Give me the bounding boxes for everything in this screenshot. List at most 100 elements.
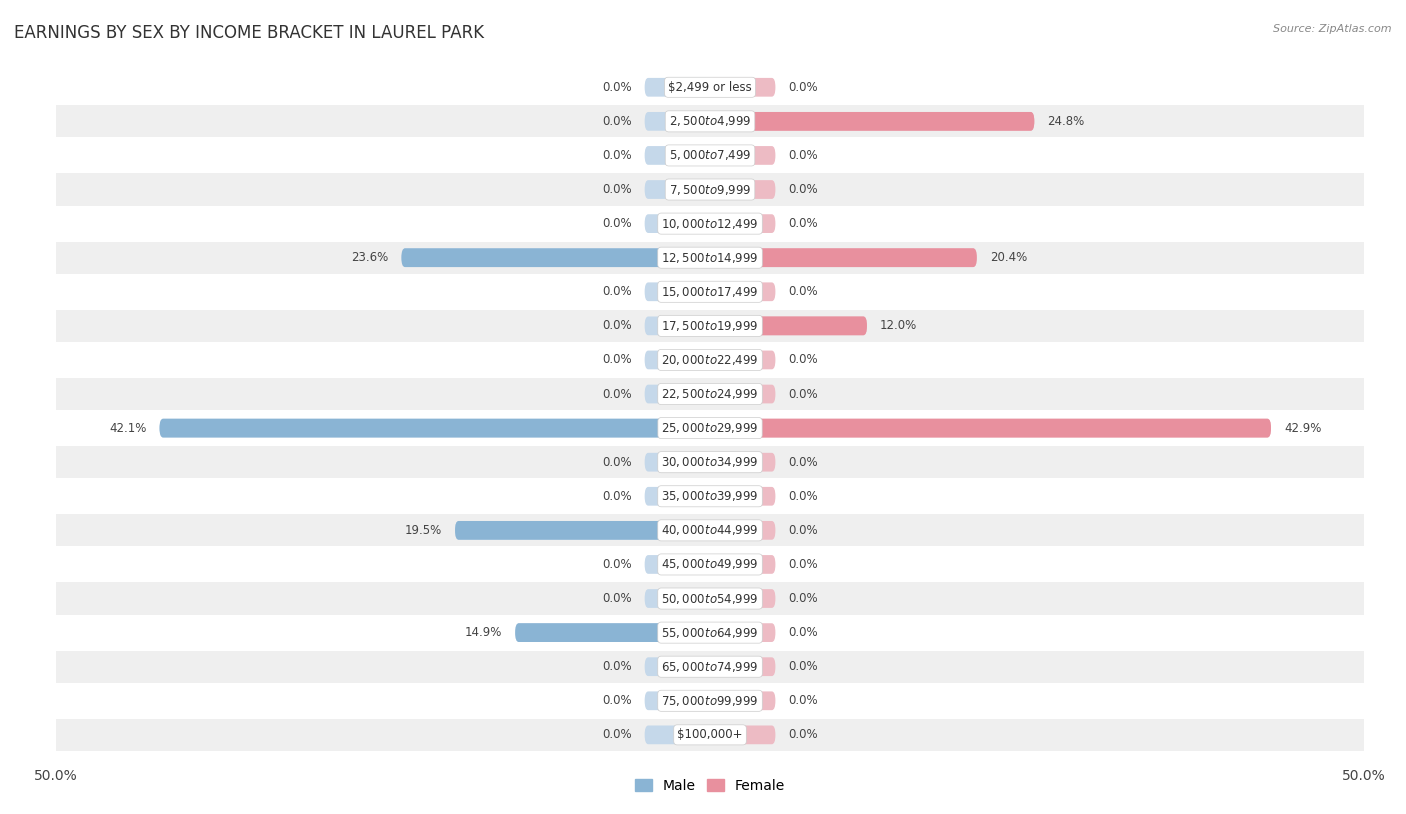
Text: 0.0%: 0.0% [789,217,818,230]
FancyBboxPatch shape [710,317,868,335]
FancyBboxPatch shape [644,317,710,335]
Text: 0.0%: 0.0% [789,81,818,94]
Text: 0.0%: 0.0% [789,660,818,673]
Text: $35,000 to $39,999: $35,000 to $39,999 [661,489,759,503]
Text: $15,000 to $17,499: $15,000 to $17,499 [661,285,759,299]
Text: 0.0%: 0.0% [602,183,631,196]
Text: 0.0%: 0.0% [789,387,818,400]
FancyBboxPatch shape [710,317,868,335]
FancyBboxPatch shape [710,418,1271,437]
Bar [56,104,1364,138]
Text: 0.0%: 0.0% [602,660,631,673]
Text: 0.0%: 0.0% [602,387,631,400]
FancyBboxPatch shape [710,691,776,710]
Text: 12.0%: 12.0% [880,319,917,332]
Text: EARNINGS BY SEX BY INCOME BRACKET IN LAUREL PARK: EARNINGS BY SEX BY INCOME BRACKET IN LAU… [14,24,484,42]
Bar [56,615,1364,650]
Text: $75,000 to $99,999: $75,000 to $99,999 [661,694,759,708]
FancyBboxPatch shape [710,248,977,267]
FancyBboxPatch shape [710,555,776,574]
Bar [56,581,1364,615]
FancyBboxPatch shape [515,624,710,642]
Text: $5,000 to $7,499: $5,000 to $7,499 [669,148,751,163]
FancyBboxPatch shape [644,725,710,744]
Text: 19.5%: 19.5% [405,524,441,537]
FancyBboxPatch shape [710,418,1271,437]
Text: 0.0%: 0.0% [789,183,818,196]
Text: $55,000 to $64,999: $55,000 to $64,999 [661,626,759,640]
Text: 0.0%: 0.0% [602,149,631,162]
Text: 14.9%: 14.9% [465,626,502,639]
FancyBboxPatch shape [644,351,710,370]
Text: $40,000 to $44,999: $40,000 to $44,999 [661,523,759,537]
FancyBboxPatch shape [710,112,1035,131]
Text: 0.0%: 0.0% [602,353,631,366]
FancyBboxPatch shape [710,658,776,676]
Text: 23.6%: 23.6% [352,252,388,265]
Bar [56,138,1364,173]
FancyBboxPatch shape [402,248,710,267]
FancyBboxPatch shape [644,112,710,131]
Bar [56,547,1364,581]
FancyBboxPatch shape [644,487,710,505]
FancyBboxPatch shape [710,487,776,505]
Text: 20.4%: 20.4% [990,252,1028,265]
Bar [56,445,1364,479]
Text: $2,500 to $4,999: $2,500 to $4,999 [669,114,751,129]
FancyBboxPatch shape [710,248,977,267]
Text: 0.0%: 0.0% [602,81,631,94]
FancyBboxPatch shape [710,385,776,404]
Bar [56,275,1364,309]
Text: $65,000 to $74,999: $65,000 to $74,999 [661,659,759,674]
Text: 0.0%: 0.0% [602,490,631,503]
Text: $20,000 to $22,499: $20,000 to $22,499 [661,353,759,367]
Bar [56,70,1364,104]
Text: 0.0%: 0.0% [602,456,631,469]
FancyBboxPatch shape [456,521,710,540]
FancyBboxPatch shape [644,385,710,404]
Bar [56,411,1364,445]
FancyBboxPatch shape [710,78,776,97]
Text: $22,500 to $24,999: $22,500 to $24,999 [661,387,759,401]
Text: 0.0%: 0.0% [789,626,818,639]
FancyBboxPatch shape [159,418,710,437]
Bar [56,514,1364,547]
FancyBboxPatch shape [710,146,776,164]
Text: 0.0%: 0.0% [602,115,631,128]
FancyBboxPatch shape [710,521,776,540]
Text: $30,000 to $34,999: $30,000 to $34,999 [661,455,759,469]
FancyBboxPatch shape [710,351,776,370]
Text: 42.1%: 42.1% [110,422,146,435]
Text: $25,000 to $29,999: $25,000 to $29,999 [661,421,759,435]
Text: 0.0%: 0.0% [789,729,818,742]
Text: 42.9%: 42.9% [1284,422,1322,435]
FancyBboxPatch shape [710,214,776,233]
Text: $100,000+: $100,000+ [678,729,742,742]
FancyBboxPatch shape [710,725,776,744]
FancyBboxPatch shape [456,521,710,540]
Bar [56,479,1364,514]
Text: $7,500 to $9,999: $7,500 to $9,999 [669,182,751,196]
FancyBboxPatch shape [159,418,710,437]
Text: 0.0%: 0.0% [602,558,631,571]
Text: 0.0%: 0.0% [602,217,631,230]
Text: 0.0%: 0.0% [789,490,818,503]
Text: $45,000 to $49,999: $45,000 to $49,999 [661,558,759,571]
FancyBboxPatch shape [710,453,776,471]
Bar [56,241,1364,275]
Bar [56,377,1364,411]
FancyBboxPatch shape [402,248,710,267]
Text: 0.0%: 0.0% [602,592,631,605]
FancyBboxPatch shape [710,589,776,608]
Bar [56,173,1364,207]
FancyBboxPatch shape [644,658,710,676]
Text: $12,500 to $14,999: $12,500 to $14,999 [661,251,759,265]
FancyBboxPatch shape [644,214,710,233]
Text: 0.0%: 0.0% [602,285,631,298]
FancyBboxPatch shape [644,691,710,710]
Text: 0.0%: 0.0% [602,694,631,707]
Legend: Male, Female: Male, Female [630,773,790,799]
FancyBboxPatch shape [710,180,776,199]
Text: $2,499 or less: $2,499 or less [668,81,752,94]
FancyBboxPatch shape [644,589,710,608]
